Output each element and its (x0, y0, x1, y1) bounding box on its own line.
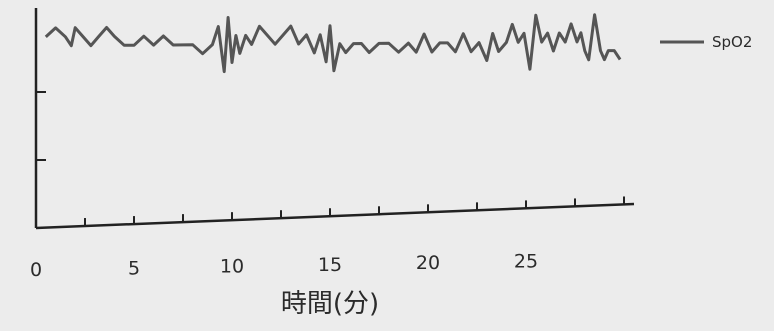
legend: SpO2 (660, 33, 752, 51)
x-tick-label: 25 (514, 250, 538, 272)
x-axis (35, 202, 635, 230)
legend-label: SpO2 (712, 33, 752, 51)
x-tick-labels: 0 5 10 15 20 25 (30, 250, 538, 281)
x-tick-label: 10 (220, 256, 244, 278)
spo2-series-line (44, 13, 622, 74)
x-tick-label: 0 (30, 259, 42, 281)
x-tick-label: 5 (128, 257, 140, 279)
x-ticks (35, 196, 625, 228)
x-axis-title: 時間(分) (281, 289, 379, 319)
x-tick-label: 20 (416, 252, 440, 274)
x-tick-label: 15 (318, 254, 342, 276)
